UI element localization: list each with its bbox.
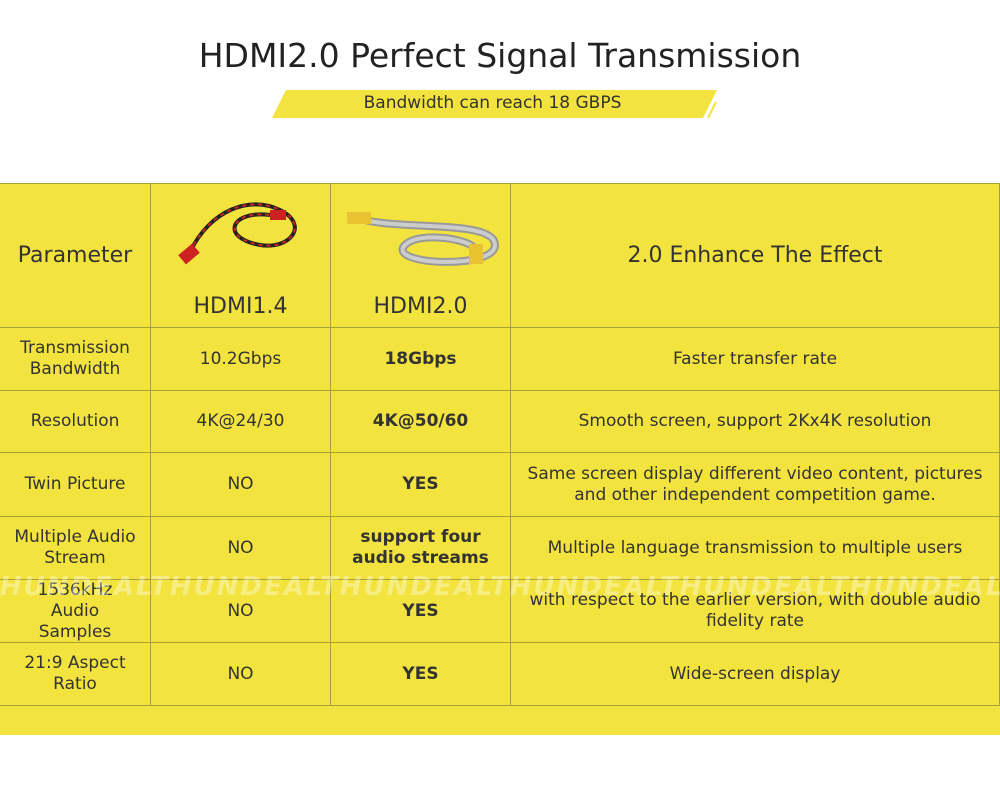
- header-cell: HDMI1.4: [151, 183, 331, 328]
- table-cell: Smooth screen, support 2Kx4K resolution: [511, 391, 1000, 453]
- watermark: THUNDEAL: [150, 572, 325, 602]
- table-cell: 1536kHz Audio Samples: [0, 580, 151, 643]
- table-cell: YES: [331, 580, 511, 643]
- table-cell: 18Gbps: [331, 328, 511, 391]
- watermark: THUNDEAL: [660, 572, 835, 602]
- table-cell: NO: [151, 517, 331, 580]
- table-cell: NO: [151, 643, 331, 706]
- table-background: [0, 183, 1000, 735]
- title: HDMI2.0 Perfect Signal Transmission: [198, 36, 802, 75]
- watermark: THUNDEAL: [830, 572, 1000, 602]
- table-cell: Faster transfer rate: [511, 328, 1000, 391]
- table-cell: Multiple Audio Stream: [0, 517, 151, 580]
- header-cell: HDMI2.0: [331, 183, 511, 328]
- header-cell: 2.0 Enhance The Effect: [511, 183, 1000, 328]
- table-cell: with respect to the earlier version, wit…: [511, 580, 1000, 643]
- table-cell: Transmission Bandwidth: [0, 328, 151, 391]
- table-cell: 4K@50/60: [331, 391, 511, 453]
- subtitle: Bandwidth can reach 18 GBPS: [363, 93, 622, 113]
- subtitle-banner: [272, 90, 717, 118]
- table-cell: NO: [151, 453, 331, 517]
- table-cell: support four audio streams: [331, 517, 511, 580]
- table-cell: 4K@24/30: [151, 391, 331, 453]
- table-cell: 21:9 Aspect Ratio: [0, 643, 151, 706]
- table-cell: Wide-screen display: [511, 643, 1000, 706]
- watermark: THUNDEAL: [490, 572, 665, 602]
- table-cell: NO: [151, 580, 331, 643]
- hdmi14-cable-image: [178, 202, 297, 265]
- header-cell: Parameter: [0, 183, 151, 328]
- hdmi20-cable-image: [347, 212, 500, 266]
- watermark: THUNDEAL: [320, 572, 495, 602]
- table-cell: Same screen display different video cont…: [511, 453, 1000, 517]
- table-cell: Resolution: [0, 391, 151, 453]
- table-cell: YES: [331, 453, 511, 517]
- table-cell: Multiple language transmission to multip…: [511, 517, 1000, 580]
- table-cell: Twin Picture: [0, 453, 151, 517]
- table-cell: 10.2Gbps: [151, 328, 331, 391]
- watermark: THUNDEAL: [0, 572, 155, 602]
- table-cell: YES: [331, 643, 511, 706]
